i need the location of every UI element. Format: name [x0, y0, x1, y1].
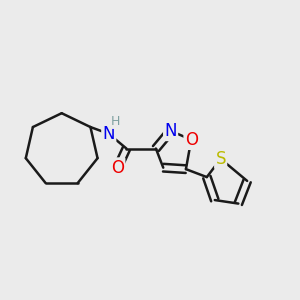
Text: S: S — [215, 150, 226, 168]
Text: N: N — [103, 125, 115, 143]
Text: H: H — [111, 115, 120, 128]
Text: O: O — [111, 159, 124, 177]
Text: N: N — [164, 122, 177, 140]
Text: O: O — [185, 131, 198, 149]
